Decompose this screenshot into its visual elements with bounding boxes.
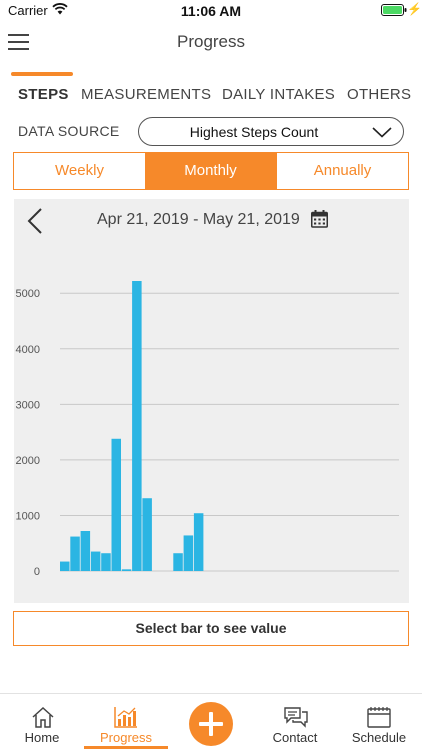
y-tick-label: 1000	[16, 510, 40, 522]
chart-bar-day-13[interactable]	[183, 535, 194, 571]
chart-bar-day-1[interactable]	[60, 561, 70, 571]
y-tick-label: 5000	[16, 288, 40, 300]
y-tick-label: 0	[34, 566, 40, 578]
status-bar: Carrier 11:06 AM ⚡	[0, 0, 422, 22]
chart-bar-day-7[interactable]	[121, 569, 132, 571]
home-icon	[32, 706, 54, 728]
chart-bar-day-8[interactable]	[132, 281, 142, 571]
nav-progress[interactable]: Progress	[84, 694, 168, 750]
nav-schedule-label: Schedule	[351, 730, 407, 745]
data-source-value: Highest Steps Count	[189, 124, 319, 140]
chevron-down-icon	[372, 127, 392, 138]
data-source-label: DATA SOURCE	[18, 123, 120, 139]
nav-progress-label: Progress	[99, 730, 153, 745]
chart-bar-day-6[interactable]	[111, 438, 122, 571]
schedule-icon	[367, 707, 391, 728]
previous-period-icon[interactable]	[26, 207, 44, 235]
calendar-icon[interactable]	[311, 210, 328, 228]
chart-icon	[114, 707, 137, 728]
active-tab-indicator	[11, 72, 73, 76]
status-time: 11:06 AM	[180, 3, 242, 19]
y-tick-label: 2000	[16, 455, 40, 467]
nav-schedule[interactable]: Schedule	[344, 694, 414, 750]
category-tabs: STEPS MEASUREMENTS DAILY INTAKES OTHERS	[0, 86, 422, 108]
tab-daily-intakes[interactable]: DAILY INTAKES	[222, 86, 336, 103]
chart-bar-day-14[interactable]	[193, 513, 204, 571]
period-selector: Weekly Monthly Annually	[13, 152, 409, 190]
carrier-label: Carrier	[8, 3, 48, 18]
date-range: Apr 21, 2019 - May 21, 2019	[97, 211, 300, 228]
page-title: Progress	[176, 32, 246, 51]
nav-home[interactable]: Home	[14, 694, 70, 750]
y-tick-label: 4000	[16, 344, 40, 356]
battery-icon	[381, 4, 407, 16]
wifi-icon	[52, 3, 68, 15]
nav-contact-label: Contact	[272, 730, 318, 745]
charging-icon: ⚡	[407, 2, 422, 16]
nav-home-label: Home	[24, 730, 60, 745]
tab-measurements[interactable]: MEASUREMENTS	[81, 86, 212, 103]
period-monthly-button[interactable]: Monthly	[145, 153, 276, 189]
chart-panel: 0 1000 2000 3000 4000 5000 Apr 21, 2019 - May…	[14, 199, 409, 603]
chart-bar-day-12[interactable]	[173, 553, 183, 571]
nav-active-underline	[84, 746, 168, 749]
chart-bar-day-2[interactable]	[70, 536, 80, 571]
hamburger-menu-icon[interactable]	[8, 34, 30, 50]
navigation-bar: Progress	[0, 22, 422, 62]
nav-contact[interactable]: Contact	[264, 694, 326, 750]
chat-icon	[284, 707, 308, 728]
selected-value-box: Select bar to see value	[13, 611, 409, 646]
data-source-dropdown[interactable]: Highest Steps Count	[138, 117, 404, 146]
chart-bar-day-3[interactable]	[80, 531, 91, 571]
y-tick-label: 3000	[16, 399, 40, 411]
period-weekly-button[interactable]: Weekly	[55, 162, 104, 179]
chart-bar-day-4[interactable]	[90, 551, 101, 571]
steps-bar-chart: 0 1000 2000 3000 4000 5000	[16, 281, 399, 578]
tab-others[interactable]: OTHERS	[347, 86, 412, 103]
period-divider	[276, 153, 277, 189]
add-button[interactable]	[189, 702, 233, 746]
chart-bar-day-9[interactable]	[142, 498, 152, 571]
plus-icon-bar	[199, 722, 223, 726]
tab-steps[interactable]: STEPS	[18, 86, 69, 103]
chart-bar-day-5[interactable]	[101, 553, 111, 571]
period-annually-button[interactable]: Annually	[313, 162, 372, 179]
